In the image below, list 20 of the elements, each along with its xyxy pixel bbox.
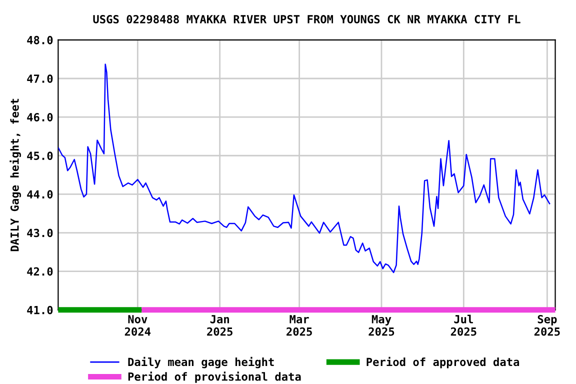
legend-label: Daily mean gage height: [128, 356, 274, 368]
y-tick-label: 42.0: [27, 267, 53, 276]
y-tick-label: 41.0: [27, 306, 53, 314]
y-tick-label: 47.0: [27, 74, 53, 83]
y-tick-label: 45.0: [27, 152, 53, 160]
x-tick-label: May 2025: [368, 315, 394, 336]
y-tick-label: 46.0: [27, 113, 53, 122]
legend-label: Period of approved data: [366, 356, 520, 368]
x-tick-label: Sep 2025: [534, 314, 560, 336]
y-tick-label: 44.0: [27, 190, 53, 199]
x-tick-label: Mar 2025: [286, 315, 312, 336]
y-tick-label: 48.0: [27, 36, 53, 44]
x-tick-label: Nov 2024: [124, 315, 151, 336]
line-series: [58, 64, 550, 274]
x-tick-label: Jul 2025: [450, 314, 476, 336]
y-axis-title: DAILY Gage height, feet: [10, 98, 21, 252]
x-tick-label: Jan 2025: [207, 315, 232, 336]
legend-label: Period of provisional data: [128, 372, 301, 383]
y-tick-label: 43.0: [27, 228, 53, 238]
chart-title: USGS 02298488 MYAKKA RIVER UPST FROM YOUNGS CK NR MYAKKA CITY FL: [93, 15, 520, 24]
